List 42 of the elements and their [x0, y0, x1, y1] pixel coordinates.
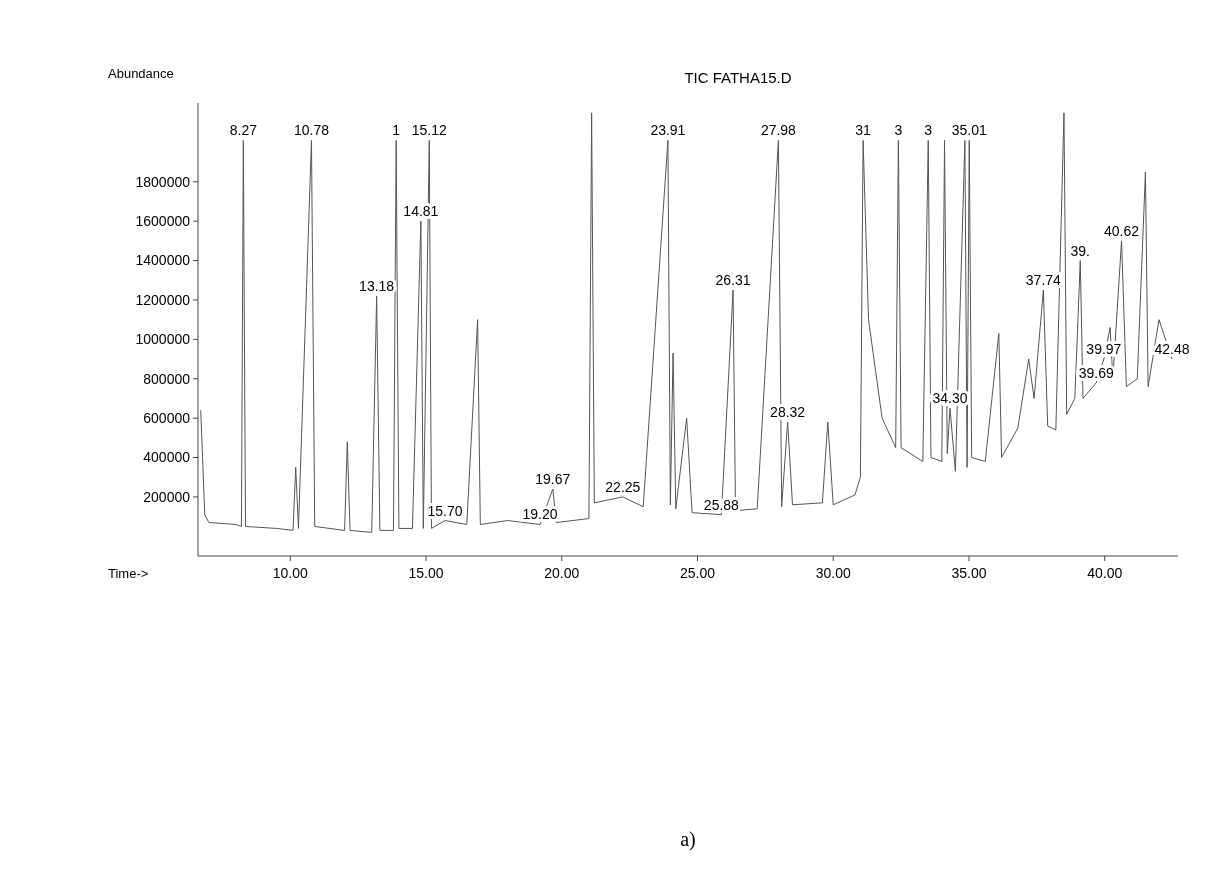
y-tick-label: 1400000 [135, 252, 191, 269]
annotation: 13.18 [359, 278, 395, 295]
annotation: 39.97 [1086, 341, 1122, 358]
x-tick-label: 40.00 [1087, 565, 1123, 581]
x-tick-label: 25.00 [679, 565, 716, 581]
text: a) [680, 828, 696, 851]
x-tick-label: 35.00 [951, 565, 987, 581]
annotation: 1 [392, 122, 401, 139]
x-tick-label: 20.00 [544, 565, 580, 581]
annotation: 14.81 [403, 203, 439, 220]
annotation: 19.20 [522, 506, 558, 523]
x-tick-label: 30.00 [815, 565, 851, 581]
annotation: 31 [855, 122, 872, 139]
annotation: 3 [924, 122, 933, 139]
y-tick-label: 1800000 [135, 173, 191, 190]
annotation: 42.48 [1154, 341, 1190, 358]
annotation: 23.91 [650, 122, 686, 139]
annotation: 27.98 [760, 122, 797, 139]
y-axis-title: Abundance [108, 66, 174, 81]
annotation: 35.01 [951, 122, 987, 139]
y-tick-label: 1000000 [135, 331, 191, 348]
annotation: 40.62 [1104, 222, 1140, 239]
annotation: 28.32 [770, 404, 806, 421]
annotation: 26.31 [715, 272, 751, 289]
annotation: 22.25 [605, 478, 641, 495]
annotation: 10.78 [293, 122, 330, 139]
y-tick-label: 200000 [143, 488, 191, 505]
y-tick-label: 600000 [143, 410, 191, 427]
annotation: 15.12 [411, 122, 448, 139]
chart-title: TIC FATHA15.D [684, 69, 792, 86]
x-tick-label: 15.00 [408, 565, 444, 581]
y-tick-label: 800000 [143, 370, 191, 387]
annotation: 19.67 [535, 471, 571, 488]
y-tick-label: 1200000 [135, 291, 191, 308]
y-tick-label: 400000 [143, 449, 191, 466]
annotation: 8.27 [229, 122, 258, 139]
x-axis-title: Time-> [108, 566, 149, 581]
y-tick-label: 1600000 [135, 213, 191, 230]
annotation: 37.74 [1025, 272, 1062, 289]
x-tick-label: 10.00 [272, 565, 309, 581]
annotation: 39. [1070, 242, 1091, 259]
annotation: 3 [894, 122, 903, 139]
